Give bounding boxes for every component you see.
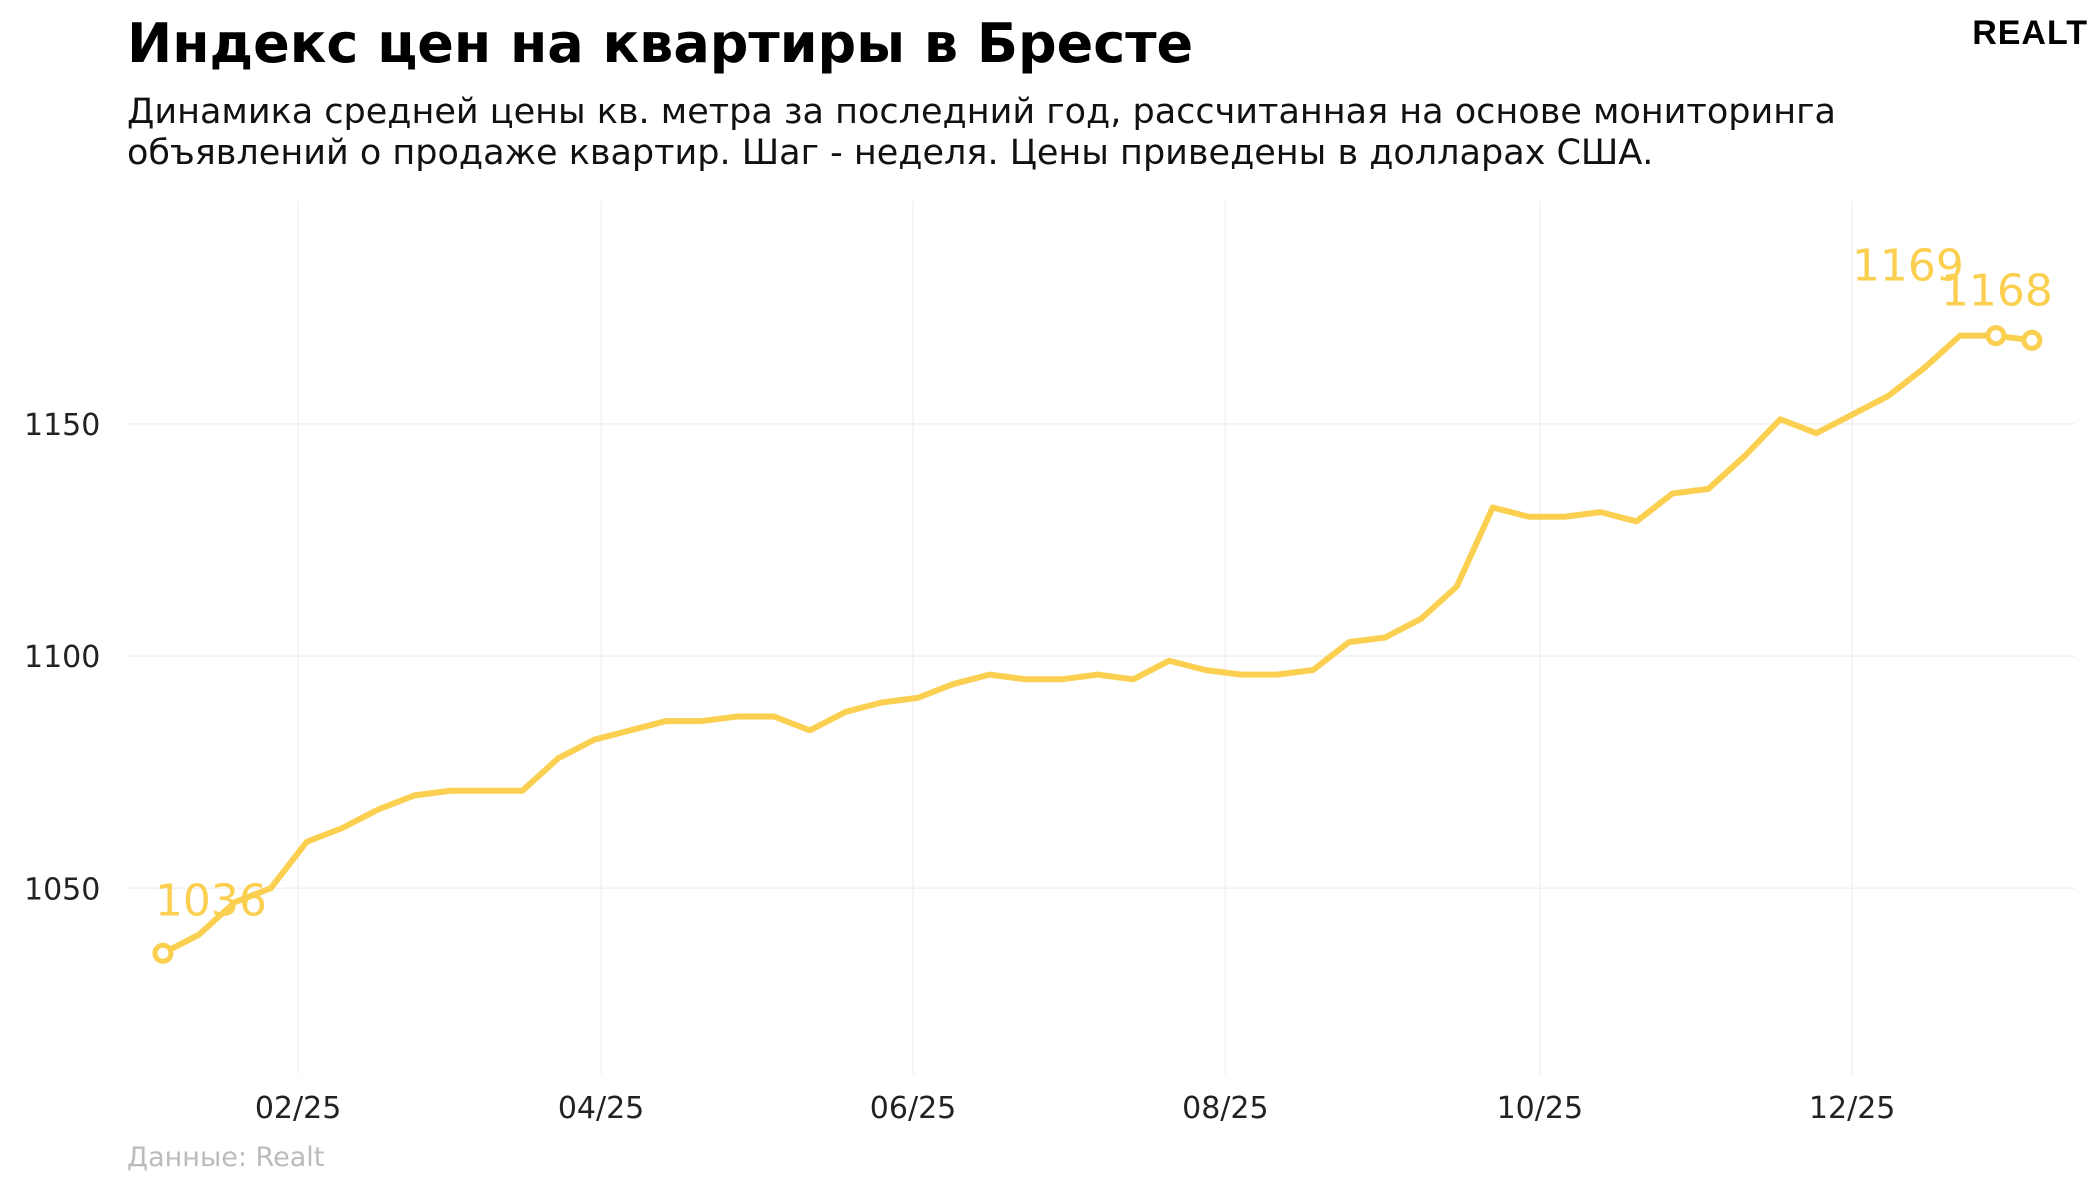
y-tick-label: 1050 [24, 872, 100, 907]
y-tick-label: 1150 [24, 408, 100, 443]
chart-title: Индекс цен на квартиры в Бресте [127, 12, 1194, 75]
chart-subtitle: Динамика средней цены кв. метра за после… [127, 92, 1836, 173]
line-series [159, 332, 2035, 957]
source-note: Данные: Realt [127, 1142, 325, 1173]
x-tick-label: 06/25 [870, 1091, 956, 1126]
end-marker [152, 942, 174, 964]
x-tick-label: 12/25 [1809, 1091, 1895, 1126]
data-label: 1169 [1852, 241, 1964, 292]
x-tick-label: 10/25 [1497, 1091, 1583, 1126]
data-label: 1036 [155, 875, 267, 926]
x-tick-label: 04/25 [558, 1091, 644, 1126]
chart: 1050 1100 1150 02/25 04/25 06/25 08/25 10/25 12/… [24, 201, 2075, 1126]
end-marker [2021, 329, 2043, 351]
x-tick-label: 08/25 [1182, 1091, 1268, 1126]
y-tick-label: 1100 [24, 640, 100, 675]
logo: REALT [1972, 14, 2088, 52]
data-label: 1168 [1941, 265, 2053, 316]
end-marker [1985, 325, 2007, 347]
x-tick-label: 02/25 [255, 1091, 341, 1126]
